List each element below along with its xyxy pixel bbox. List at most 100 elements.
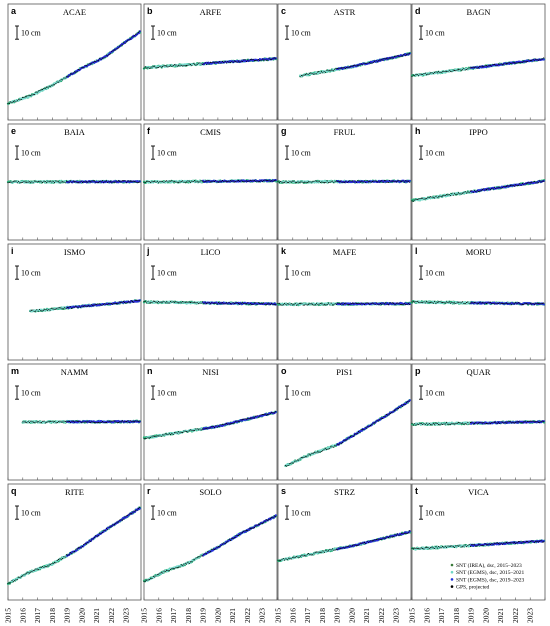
- point-gps-e-70: [100, 181, 102, 183]
- panel-letter-j: j: [146, 246, 150, 256]
- point-gps-g-16: [298, 181, 300, 183]
- point-gps-j-41: [197, 303, 200, 305]
- point-gps-g-57: [353, 181, 355, 183]
- point-gps-e-52: [76, 182, 78, 184]
- point-gps-b-11: [158, 66, 160, 68]
- point-gps-f-13: [160, 181, 162, 183]
- point-gps-a-75: [107, 55, 109, 57]
- point-gps-k-83: [387, 304, 389, 306]
- point-gps-c-36: [347, 67, 349, 69]
- point-gps-e-77: [109, 181, 111, 183]
- point-gps-i-68: [120, 302, 122, 304]
- point-gps-i-65: [116, 302, 118, 305]
- point-gps-a-43: [64, 77, 66, 79]
- point-gps-f-47: [205, 180, 208, 182]
- point-gps-g-11: [292, 180, 294, 182]
- point-gps-j-62: [225, 302, 228, 304]
- point-gps-d-29: [450, 70, 452, 72]
- point-gps-k-44: [335, 303, 338, 305]
- point-gps-i-34: [74, 305, 76, 307]
- point-gps-g-84: [389, 180, 391, 182]
- panel-letter-c: c: [281, 6, 286, 16]
- point-gps-h-90: [531, 182, 533, 184]
- point-gps-f-75: [243, 181, 245, 183]
- point-gps-e-0: [7, 182, 9, 184]
- point-gps-j-66: [231, 303, 233, 305]
- point-gps-d-61: [492, 64, 494, 66]
- point-gps-a-3: [11, 102, 13, 104]
- point-gps-g-76: [378, 181, 380, 183]
- point-gps-d-59: [489, 64, 492, 66]
- point-gps-e-33: [51, 181, 53, 183]
- point-gps-k-16: [298, 303, 300, 305]
- point-gps-d-78: [515, 62, 517, 64]
- point-gps-j-7: [152, 300, 154, 302]
- point-gps-c-6: [307, 73, 309, 75]
- point-gps-g-72: [373, 180, 375, 182]
- point-gps-c-16: [320, 71, 323, 73]
- point-gps-d-91: [532, 59, 534, 61]
- point-gps-k-24: [309, 303, 311, 305]
- point-gps-k-78: [381, 303, 383, 305]
- point-gps-d-84: [523, 60, 525, 62]
- point-gps-g-51: [345, 181, 347, 183]
- point-gps-j-43: [200, 302, 202, 304]
- point-gps-e-89: [125, 181, 127, 184]
- point-gps-j-60: [223, 303, 225, 305]
- point-gps-f-8: [154, 180, 156, 182]
- point-gps-c-58: [376, 61, 378, 63]
- point-gps-d-47: [473, 67, 476, 69]
- point-gps-i-25: [62, 308, 64, 310]
- point-gps-k-59: [355, 302, 358, 304]
- point-gps-i-24: [61, 308, 63, 310]
- scale-bar-label-i: 10 cm: [21, 269, 42, 278]
- point-gps-a-99: [139, 30, 141, 32]
- point-gps-j-42: [199, 302, 201, 304]
- point-gps-c-5: [306, 73, 308, 75]
- point-gps-i-20: [56, 308, 58, 310]
- point-gps-f-90: [263, 179, 265, 181]
- point-gps-g-6: [285, 180, 287, 182]
- point-gps-k-41: [331, 304, 334, 306]
- point-gps-d-55: [484, 64, 486, 67]
- point-gps-i-16: [50, 307, 52, 309]
- point-gps-a-2: [10, 101, 12, 103]
- point-gps-i-72: [125, 302, 127, 304]
- point-gps-k-70: [370, 302, 372, 305]
- point-gps-h-73: [508, 185, 510, 187]
- point-gps-f-80: [249, 179, 251, 181]
- point-gps-e-36: [55, 180, 57, 182]
- point-gps-b-25: [176, 65, 178, 67]
- point-gps-h-19: [436, 197, 438, 199]
- point-gps-h-66: [499, 186, 501, 188]
- point-gps-g-28: [314, 180, 316, 182]
- point-gps-e-1: [8, 181, 10, 183]
- point-gps-k-86: [391, 302, 393, 304]
- point-gps-k-82: [386, 303, 388, 305]
- station-name-a: ACAE: [63, 7, 86, 17]
- point-gps-g-77: [379, 180, 381, 182]
- point-gps-d-60: [491, 65, 493, 67]
- point-gps-h-46: [472, 191, 474, 193]
- point-gps-c-75: [399, 56, 401, 58]
- point-gps-a-5: [14, 100, 16, 102]
- point-gps-c-35: [346, 66, 348, 68]
- point-gps-f-18: [167, 181, 169, 183]
- point-gps-f-69: [235, 180, 237, 183]
- point-gps-i-44: [88, 305, 90, 307]
- point-gps-a-69: [99, 58, 101, 60]
- point-gps-k-33: [321, 303, 323, 305]
- point-gps-j-35: [190, 302, 192, 304]
- point-gps-a-28: [44, 87, 46, 89]
- point-gps-e-4: [12, 181, 14, 183]
- point-gps-e-16: [28, 181, 30, 183]
- point-gps-g-3: [281, 181, 283, 183]
- point-gps-c-53: [370, 62, 372, 64]
- point-gps-d-24: [443, 70, 445, 73]
- point-gps-k-39: [329, 304, 331, 306]
- point-gps-a-10: [20, 98, 22, 100]
- point-gps-j-85: [256, 303, 258, 306]
- point-gps-e-30: [47, 180, 49, 182]
